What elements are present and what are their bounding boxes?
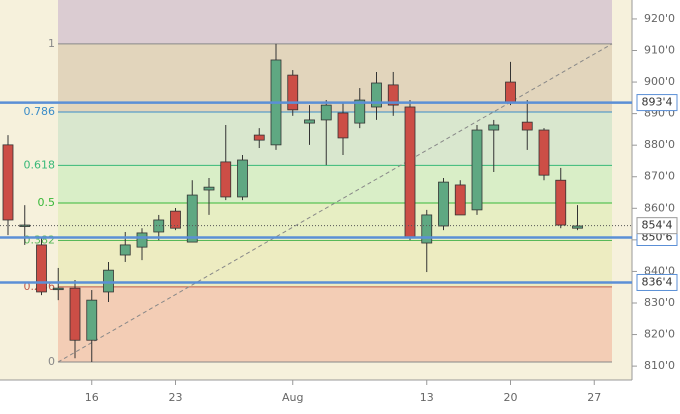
x-tick-label: 16 <box>85 391 99 404</box>
fib-zone <box>58 286 612 363</box>
candle-body <box>454 184 466 216</box>
candle-body <box>421 214 433 244</box>
candle-body <box>203 186 215 191</box>
y-tick-label: 810'0 <box>644 359 675 372</box>
candle-body <box>505 81 516 104</box>
level-label: 893'4 <box>641 96 672 109</box>
candle-body <box>521 121 533 131</box>
candle-body <box>103 269 114 293</box>
candle-body <box>404 106 416 239</box>
y-tick-label: 920'0 <box>644 12 675 25</box>
candle-body <box>354 99 366 124</box>
fib-zone <box>58 240 612 287</box>
y-tick-label: 820'0 <box>644 328 675 341</box>
y-tick-label: 870'0 <box>644 170 675 183</box>
fib-zone <box>58 111 612 166</box>
fib-label: 0.5 <box>38 196 56 209</box>
x-tick-label: 23 <box>169 391 183 404</box>
level-tag <box>636 273 678 291</box>
candle-body <box>471 129 483 211</box>
candle-body <box>488 124 500 131</box>
candle-body <box>371 82 382 108</box>
level-tag <box>636 94 678 112</box>
y-tick-label: 900'0 <box>644 75 675 88</box>
candle-body <box>237 159 248 198</box>
candle-body <box>170 210 181 229</box>
candle-body <box>69 287 81 341</box>
x-tick-label: Aug <box>282 391 303 404</box>
candle-body <box>119 244 131 256</box>
x-tick-label: 13 <box>420 391 434 404</box>
candle-body <box>572 225 583 229</box>
level-label: 836'4 <box>641 275 672 288</box>
candle-body <box>253 134 265 141</box>
y-tick-label: 830'0 <box>644 296 675 309</box>
candle-body <box>220 161 232 198</box>
fib-zone <box>58 43 612 112</box>
y-tick-label: 880'0 <box>644 138 675 151</box>
fib-label: 0.786 <box>24 105 56 118</box>
candle-body <box>2 144 14 221</box>
candle-body <box>52 287 64 291</box>
x-tick-label: 27 <box>587 391 601 404</box>
x-tick-label: 20 <box>504 391 518 404</box>
candle-body <box>320 104 332 121</box>
candle-body <box>186 194 198 243</box>
candle-body <box>538 129 550 176</box>
fib-label: 0.618 <box>24 158 56 171</box>
candle-body <box>287 74 299 111</box>
candle-body <box>337 112 349 139</box>
fib-zone <box>58 0 612 44</box>
candle-body <box>136 232 148 248</box>
price-axis-bg <box>632 0 680 410</box>
candle-body <box>555 179 567 226</box>
candle-body <box>86 299 98 341</box>
y-tick-label: 910'0 <box>644 43 675 56</box>
candle-body <box>387 84 399 106</box>
fib-zone <box>58 202 612 241</box>
fib-trend <box>57 43 613 363</box>
y-tick-label: 860'0 <box>644 201 675 214</box>
last-price-label: 854'4 <box>641 219 672 232</box>
fib-label: 1 <box>48 37 55 50</box>
fib-zone <box>58 165 612 203</box>
time-axis-bg <box>0 380 632 410</box>
candle-body <box>304 119 315 124</box>
candle-body <box>36 244 47 293</box>
candle-body <box>438 181 449 227</box>
fib-label: 0 <box>48 355 55 368</box>
last-price-tag <box>636 217 678 235</box>
